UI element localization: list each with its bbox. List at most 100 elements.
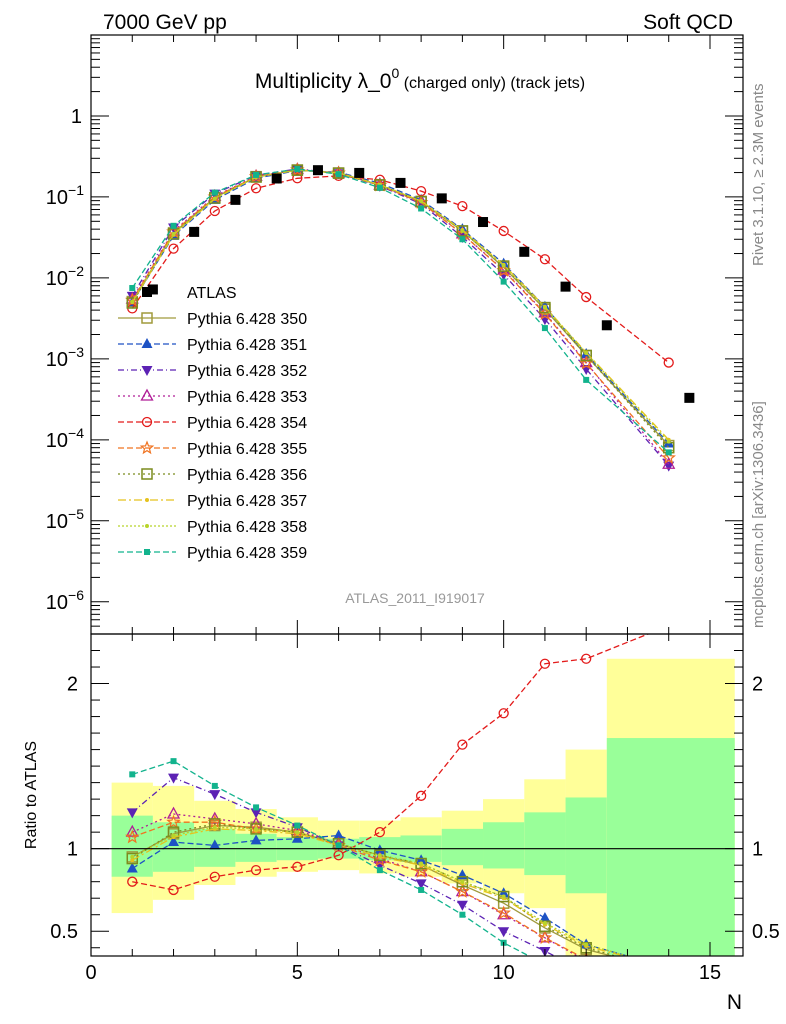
series-9-ratio-point-2 (211, 782, 218, 789)
series-5-ratio-point-1 (166, 814, 181, 829)
series-2-ratio-point-1 (168, 773, 180, 784)
series-8-ratio-point-12 (667, 966, 671, 970)
series-4-ratio-point-3 (250, 864, 262, 876)
atlas-point-8 (478, 217, 489, 228)
ratio-frame (90, 633, 744, 957)
series-4-ratio-point-8 (457, 739, 468, 750)
legend-marker-7 (145, 498, 149, 502)
y-tick-label-main-1: 10−1 (46, 182, 84, 209)
series-3-ratio-point-8 (455, 884, 469, 897)
series-1-ratio-point-2 (209, 839, 221, 850)
legend-marker-1 (141, 338, 153, 348)
y-tick-label-ratio-right-0: 0.5 (752, 921, 780, 943)
series-9-ratio-point-0 (129, 771, 136, 778)
chart-title-main: Multiplicity λ_0 (255, 70, 392, 93)
series-8-ratio-point-11 (584, 942, 589, 947)
legend-marker-5 (139, 440, 155, 455)
series-3-ratio-point-12 (663, 978, 674, 988)
series-5-main-point-12 (661, 450, 676, 465)
series-7-ratio-point-0 (130, 858, 135, 863)
legend-label-7: Pythia 6.428 357 (187, 493, 307, 510)
series-8-main-point-1 (171, 231, 176, 236)
series-8-ratio-point-9 (501, 894, 506, 899)
legend-label-2: Pythia 6.428 352 (187, 363, 307, 380)
y-tick-label-main-exp-4: −4 (68, 425, 84, 441)
series-4-ratio-point-0 (127, 876, 138, 887)
series-9-main-point-7 (418, 205, 425, 212)
band-green-8 (441, 828, 484, 866)
series-1-ratio-point-3 (250, 834, 262, 845)
series-5-ratio-point-12 (663, 975, 674, 986)
legend-marker-2 (141, 366, 153, 376)
atlas-point-7 (436, 193, 447, 204)
atlas-point-0 (147, 284, 158, 295)
series-4-ratio (127, 634, 650, 896)
series-8-main-point-10 (542, 305, 547, 310)
series-2-ratio-point-2 (209, 790, 221, 801)
x-tick-label-10: 10 (493, 962, 515, 984)
series-5-ratio-point-10 (537, 930, 553, 945)
legend-label-6: Pythia 6.428 356 (187, 467, 307, 484)
y-tick-label-ratio-left-2: 2 (67, 674, 78, 696)
series-2-ratio-point-9 (498, 927, 510, 938)
series-9-ratio-point-4 (294, 822, 301, 829)
y-tick-label-main-5: 10−5 (46, 506, 84, 533)
series-9-ratio-point-6 (376, 867, 383, 874)
band-green-1 (152, 822, 195, 872)
series-2-ratio-point-7 (415, 879, 427, 890)
mcplots-label: mcplots.cern.ch [arXiv:1306.3436] (750, 401, 767, 628)
series-8-ratio-point-0 (130, 854, 135, 859)
series-5-ratio-point-9 (496, 905, 511, 920)
y-tick-label-main-3: 10−3 (46, 344, 84, 371)
series-8-main-point-9 (501, 263, 506, 268)
atlas-point-4 (312, 165, 323, 176)
ratio-series-group (125, 634, 674, 988)
series-9-ratio-point-5 (335, 842, 342, 849)
series-1-ratio-point-1 (168, 836, 180, 847)
band-green-9 (483, 822, 525, 869)
y-tick-label-ratio-left-0: 0.5 (50, 921, 78, 943)
y-tick-label-main-base-5: 10 (46, 511, 68, 533)
rivet-label: Rivet 3.1.10, ≥ 2.3M events (750, 84, 767, 267)
series-9-ratio-point-10 (542, 961, 548, 967)
series-4-main-point-2 (209, 205, 220, 217)
series-8-ratio-point-4 (295, 830, 300, 835)
atlas-point-1 (189, 226, 200, 237)
series-4-main-point-3 (250, 183, 262, 194)
series-8-ratio-point-6 (377, 853, 382, 858)
series-8-main-point-0 (130, 299, 135, 304)
series-2-ratio-point-8 (456, 900, 468, 911)
series-3-ratio-point-7 (414, 864, 428, 877)
series-2-ratio-point-11 (581, 969, 592, 979)
series-3-ratio-point-2 (208, 811, 222, 824)
series-8-ratio-point-3 (254, 826, 259, 831)
series-6-main-line (131, 169, 670, 449)
series-4-main-line (131, 175, 670, 364)
series-9-ratio-point-3 (253, 804, 260, 811)
y-tick-label-main-exp-5: −5 (68, 506, 84, 522)
series-5-main-point-11 (578, 355, 594, 370)
series-8-main-point-11 (584, 351, 589, 356)
x-tick-label-15: 15 (699, 962, 721, 984)
series-3-ratio-point-0 (125, 824, 139, 837)
series-5-ratio-point-0 (125, 829, 140, 844)
y-tick-label-ratio-left-1: 1 (67, 839, 78, 861)
series-0-ratio-point-12 (664, 966, 674, 976)
y-tick-label-main-6: 10−6 (46, 587, 84, 614)
series-9-main-point-11 (583, 376, 590, 383)
watermark: ATLAS_2011_I919017 (345, 590, 485, 606)
series-4-main-point-1 (168, 243, 179, 254)
series-4-ratio-point-9 (498, 708, 509, 719)
y-tick-label-ratio-right-2: 2 (752, 674, 763, 696)
x-tick-label-0: 0 (85, 962, 96, 984)
legend-label-1: Pythia 6.428 351 (187, 337, 307, 354)
series-2-ratio-point-0 (126, 808, 138, 819)
series-5-ratio-point-7 (413, 864, 429, 878)
y-tick-label-main-2: 10−2 (46, 263, 84, 290)
series-8-main-point-2 (212, 196, 217, 201)
atlas-point-9 (519, 246, 530, 257)
series-6-main-point-10 (539, 301, 551, 314)
series-8-ratio-point-2 (212, 825, 217, 830)
legend-label-5: Pythia 6.428 355 (187, 441, 307, 458)
series-6-main-point-9 (497, 260, 510, 272)
